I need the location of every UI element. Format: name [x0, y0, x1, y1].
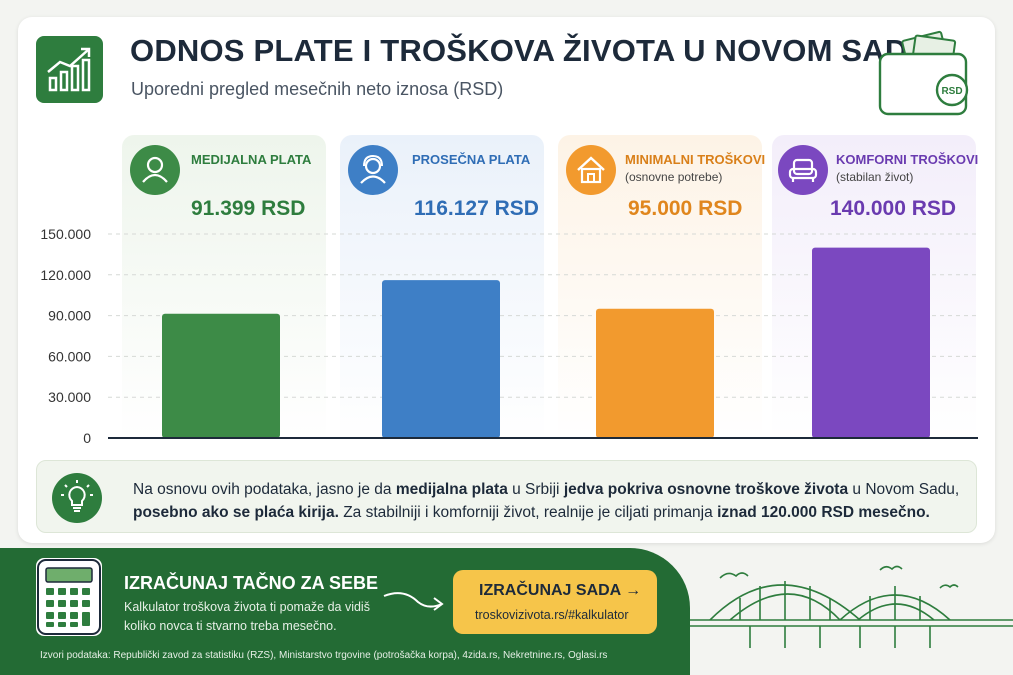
bridge-illustration — [690, 565, 1013, 648]
kpi-label: KOMFORNI TROŠKOVI — [836, 152, 979, 167]
kpi-label: MEDIJALNA PLATA — [191, 152, 312, 167]
bar — [382, 280, 500, 438]
kpi-value: 91.399 RSD — [191, 197, 306, 220]
y-tick-label: 120.000 — [40, 267, 91, 283]
support-person-icon — [348, 145, 398, 195]
growth-chart-icon — [47, 47, 91, 92]
kpi-value: 116.127 RSD — [414, 197, 539, 220]
calculator-link[interactable]: troskovizivota.rs/#kalkulator — [475, 608, 629, 622]
kpi-sublabel: (stabilan život) — [836, 170, 914, 184]
growth-chart-logo — [36, 36, 103, 103]
curved-arrow-icon — [383, 592, 444, 611]
kpi-value: 140.000 RSD — [830, 197, 957, 220]
kpi-label: MINIMALNI TROŠKOVI — [625, 152, 766, 167]
bar — [162, 313, 280, 438]
bar — [812, 247, 930, 438]
insight-box — [36, 460, 977, 533]
armchair-icon — [778, 145, 828, 195]
calculate-now-button[interactable]: IZRAČUNAJ SADA → troskovizivota.rs/#kalk… — [453, 570, 657, 634]
y-tick-label: 150.000 — [40, 226, 91, 242]
calculate-now-label[interactable]: IZRAČUNAJ SADA → — [479, 582, 642, 599]
insight-text: Na osnovu ovih podataka, jasno je da med… — [133, 481, 960, 521]
kpi-label: PROSEČNA PLATA — [412, 152, 531, 167]
bar — [596, 308, 714, 438]
lightbulb-icon — [52, 473, 102, 523]
cta-title: IZRAČUNAJ TAČNO ZA SEBE — [124, 573, 379, 593]
y-tick-label: 60.000 — [48, 348, 91, 364]
y-tick-label: 90.000 — [48, 308, 91, 324]
page-subtitle: Uporedni pregled mesečnih neto iznosa (R… — [131, 79, 504, 99]
data-sources: Izvori podataka: Republički zavod za sta… — [40, 650, 608, 661]
page-title: ODNOS PLATE I TROŠKOVA ŽIVOTA U NOVOM SA… — [130, 33, 931, 68]
cta-description: Kalkulator troškova života ti pomaže da … — [124, 600, 370, 633]
calculator-icon — [36, 558, 102, 636]
house-icon — [566, 145, 616, 195]
kpi-value: 95.000 RSD — [628, 197, 743, 220]
y-tick-label: 0 — [83, 430, 91, 446]
wallet-icon: RSD — [878, 30, 969, 116]
wallet-badge: RSD — [941, 86, 962, 97]
y-tick-label: 30.000 — [48, 389, 91, 405]
person-icon — [130, 145, 180, 195]
kpi-sublabel: (osnovne potrebe) — [625, 170, 723, 184]
